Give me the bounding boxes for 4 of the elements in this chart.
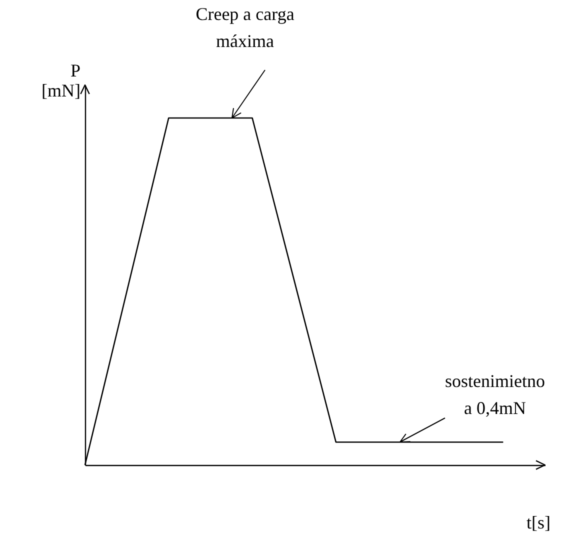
annotation: sostenimietno a 0,4mN	[445, 371, 545, 418]
y-axis-title: P [mN]	[42, 60, 80, 100]
x-axis-title: t[s]	[526, 512, 550, 532]
text: Creep a carga máxima	[196, 4, 294, 51]
